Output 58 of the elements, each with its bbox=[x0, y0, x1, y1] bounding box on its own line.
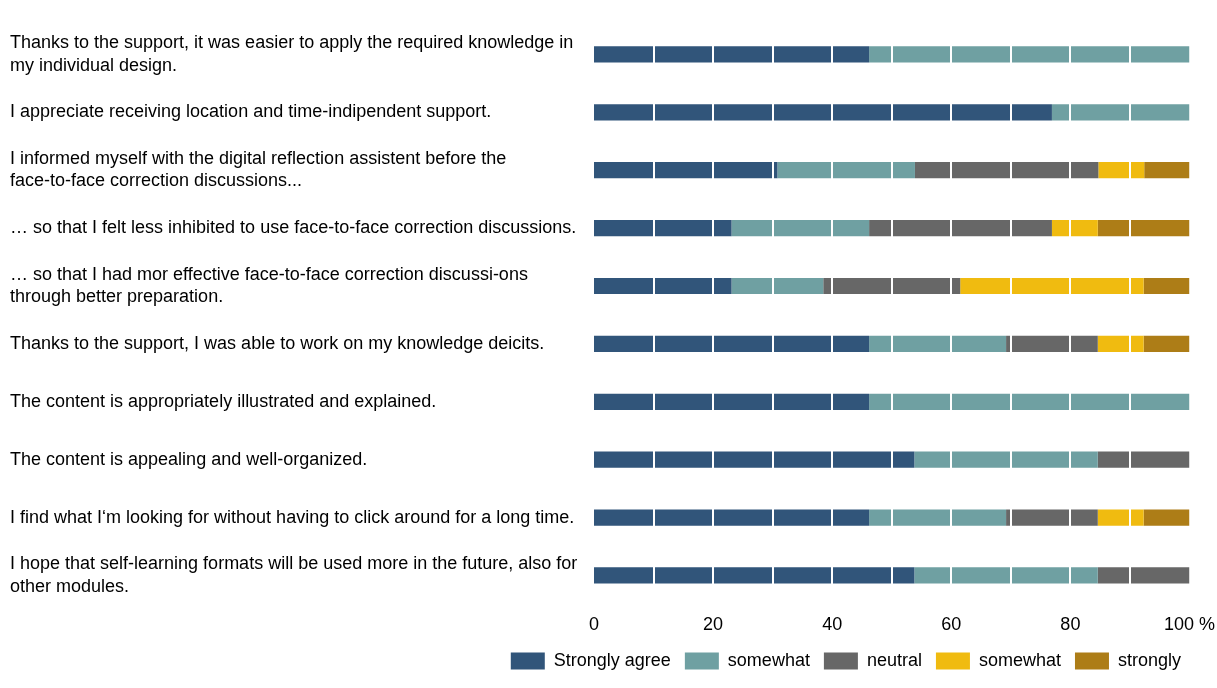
bar bbox=[594, 46, 870, 63]
y-tick-label: … so that I had mor effective face-to-face correction discussi-ons through better preparation. bbox=[10, 263, 528, 307]
bar bbox=[594, 335, 870, 352]
bar bbox=[1097, 567, 1190, 584]
bar bbox=[1143, 277, 1190, 295]
bar bbox=[731, 277, 824, 295]
legend-label: somewhat bbox=[978, 649, 1061, 670]
y-tick-label: Thanks to the support, I was able to work on my knowledge deicits. bbox=[10, 332, 545, 353]
y-tick-label: … so that I felt less inhibited to use face-to-face correction discussions. bbox=[10, 217, 577, 238]
bar bbox=[777, 162, 915, 179]
bar bbox=[594, 104, 1052, 121]
legend-label: Strongly agree bbox=[553, 649, 671, 670]
bar bbox=[594, 567, 915, 584]
bar bbox=[1143, 509, 1190, 526]
bar bbox=[823, 277, 961, 295]
bar bbox=[914, 451, 1098, 468]
bar bbox=[1098, 162, 1145, 179]
x-tick-label: 100 % bbox=[1163, 614, 1215, 635]
bar bbox=[1051, 104, 1190, 121]
legend-label: strongly bbox=[1117, 649, 1181, 670]
bar bbox=[594, 162, 778, 179]
bar bbox=[960, 277, 1144, 295]
x-tick-label: 60 bbox=[941, 614, 962, 635]
bar bbox=[869, 220, 1052, 237]
bar bbox=[1097, 335, 1144, 352]
legend-label: somewhat bbox=[727, 649, 810, 670]
y-tick-label: I informed myself with the digital reflection assistent before the face-to-face correction discussions... bbox=[10, 147, 507, 191]
x-tick-label: 80 bbox=[1060, 614, 1081, 635]
bar bbox=[869, 46, 1190, 63]
bar bbox=[1097, 509, 1144, 526]
bar bbox=[1097, 220, 1190, 237]
bar bbox=[731, 220, 870, 237]
bar bbox=[594, 277, 732, 295]
bar bbox=[914, 162, 1099, 179]
bar bbox=[594, 509, 870, 526]
bar bbox=[1097, 451, 1190, 468]
bar bbox=[594, 220, 732, 237]
bar bbox=[869, 335, 1007, 352]
bar bbox=[1144, 162, 1190, 179]
bar bbox=[914, 567, 1098, 584]
bar bbox=[869, 509, 1007, 526]
y-tick-label: I find what I‘m looking for without having to click around for a long time. bbox=[10, 506, 575, 527]
y-tick-label: I appreciate receiving location and time-indipendent support. bbox=[10, 101, 492, 122]
bar bbox=[1051, 220, 1098, 237]
bar bbox=[594, 451, 915, 468]
y-tick-label: I hope that self-learning formats will be used more in the future, also for other modules. bbox=[10, 553, 578, 596]
bar bbox=[1006, 335, 1098, 352]
x-tick-label: 0 bbox=[588, 614, 600, 635]
y-tick-label: The content is appealing and well-organized. bbox=[10, 448, 368, 469]
y-tick-label: The content is appropriately illustrated and explained. bbox=[10, 390, 437, 411]
x-tick-label: 20 bbox=[703, 614, 724, 635]
y-tick-label: Thanks to the support, it was easier to apply the required knowledge in my individual design. bbox=[10, 32, 574, 75]
bar bbox=[1006, 509, 1098, 526]
bar bbox=[1143, 335, 1190, 352]
bar bbox=[869, 393, 1190, 410]
x-tick-label: 40 bbox=[822, 614, 843, 635]
bar bbox=[594, 393, 870, 410]
legend-label: neutral bbox=[866, 649, 922, 670]
